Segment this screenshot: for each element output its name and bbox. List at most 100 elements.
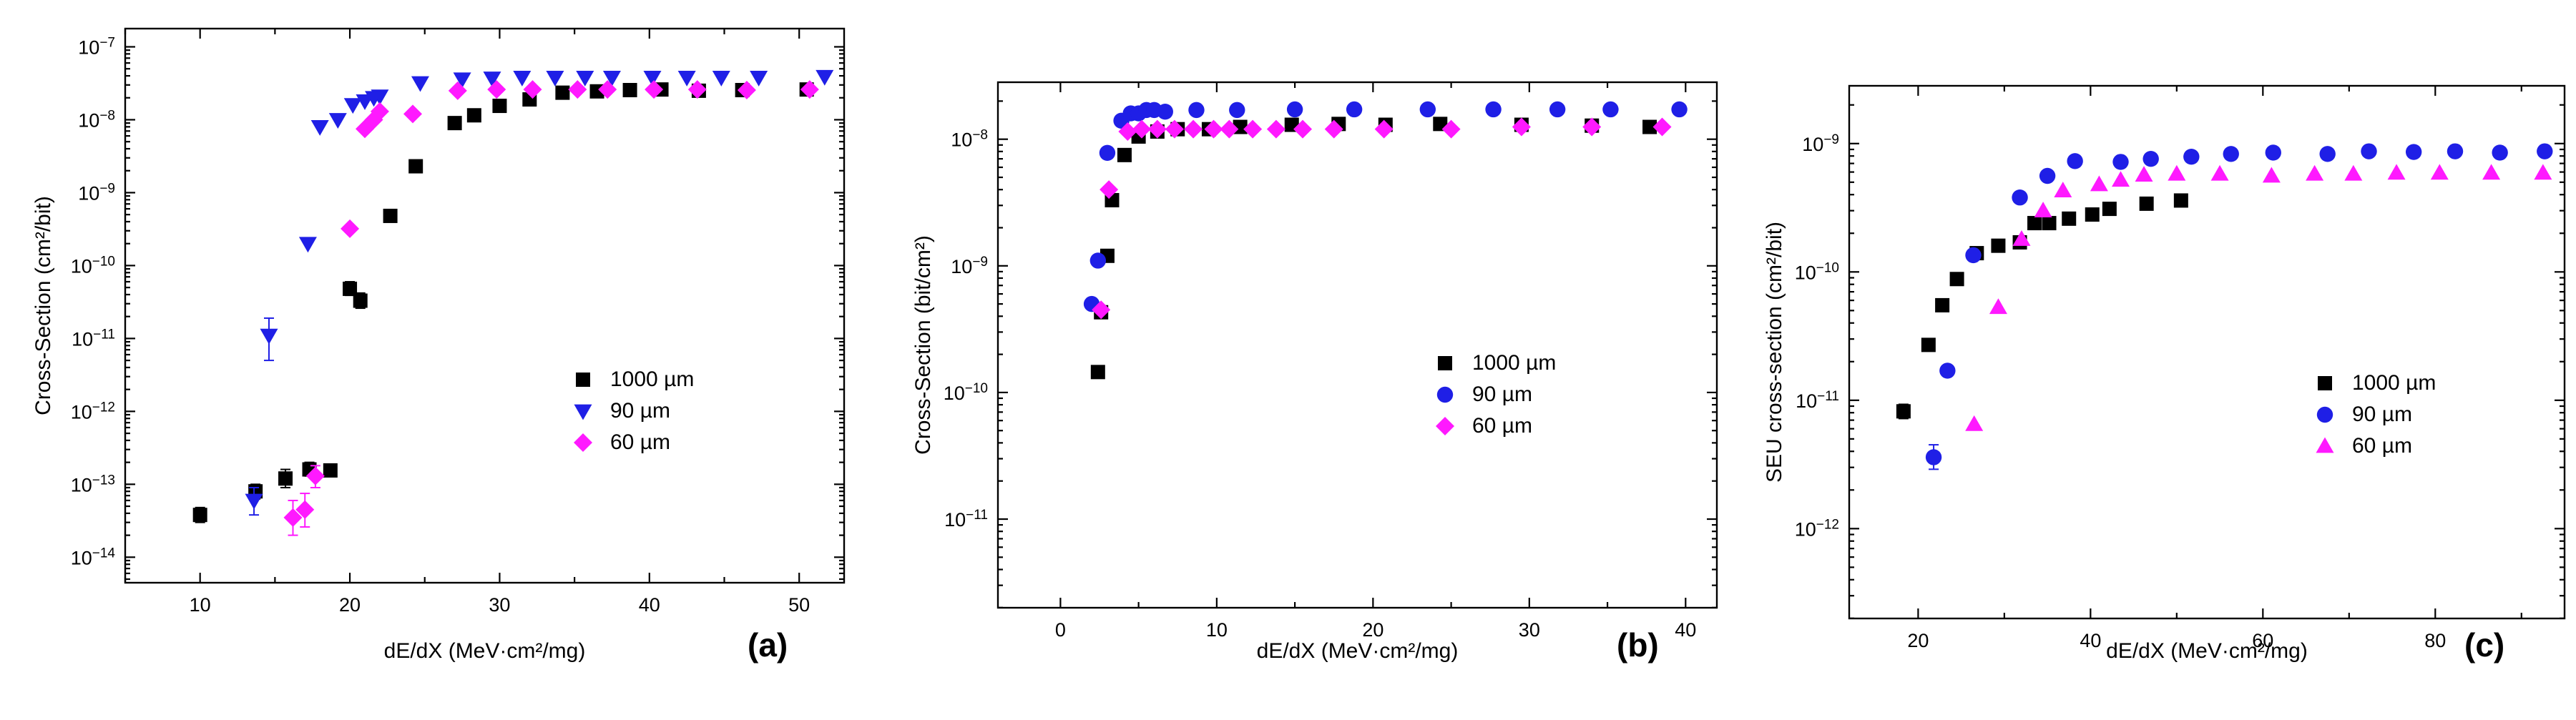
panel-c-y-tick-label: 10−11 [1796,388,1839,412]
panel-a-x-tick-label: 10 [190,594,211,616]
panel-a-series-90-point [750,70,768,87]
panel-c-series-60-point [2534,164,2552,180]
panel-a-series-90-point [483,71,501,88]
panel-c-legend-marker-90 [2316,406,2333,423]
panel-a-series-60-point [403,104,422,124]
panel-a-legend-marker-60 [574,433,592,452]
panel-a-x-axis-title: dE/dX (MeV·cm²/mg) [384,639,586,663]
panel-c-series-1000-point [2139,196,2154,211]
panel-c-series-60-point [2135,166,2153,182]
panel-b-series-1000-point [1117,147,1132,162]
panel-b-series-60-point [1132,119,1151,139]
panel-c-series-90-point [2319,146,2336,162]
panel-b-y-tick-label: 10−8 [951,127,988,151]
panel-c-series-60-point [2012,230,2031,246]
panel-a-series-60-point [283,508,303,527]
panel-c-series-90-point [1939,363,1956,379]
panel-b-series-90-point [1485,101,1502,118]
panel-c-legend-label-1000: 1000 µm [2352,371,2436,395]
panel-a-series-90-point [310,119,329,136]
panel-a-y-axis-title: Cross-Section (cm²/bit) [31,196,55,415]
panel-a-series-90-point [298,237,317,253]
panel-c-series-1000-point [2027,216,2042,231]
panel-b-y-tick-label: 10−9 [951,254,988,277]
panel-b-series-90-point [1099,144,1116,162]
panel-c-series-60-point [2112,171,2130,187]
panel-b-legend-marker-90 [1436,386,1454,403]
panel-c-series-60-point [2034,202,2052,218]
panel-a-legend-label-1000: 1000 µm [610,368,694,391]
panel-c-series-90-point [2223,146,2239,162]
panel-c-legend-marker-60 [2316,437,2334,453]
panel-c-y-tick-label: 10−10 [1795,260,1839,284]
panel-c-series-90-point [2265,144,2281,161]
panel-c-series-60-point [2306,164,2324,181]
panel-c-legend-marker-1000 [2318,376,2332,390]
panel-a-series-60-point [568,80,587,99]
panel-c-series-60-point [2168,164,2186,181]
panel-a-series-90-point [712,70,730,87]
panel-a-series-90-point [546,70,564,87]
panel-c-series-60-point [2210,164,2229,181]
panel-a-label: (a) [748,626,788,664]
panel-b-y-tick-label: 10−10 [944,380,988,404]
panel-b-legend-label-1000: 1000 µm [1472,351,1556,375]
panel-a-series-60-point [295,500,315,519]
panel-b-y-axis-title: Cross-Section (bit/cm²) [911,235,935,455]
panel-c-series-90-point [2447,143,2464,159]
panel-b-series-60-point [1266,119,1285,139]
panel-c-series-60-point [2344,164,2363,181]
panel-c-series-1000-point [1991,238,2006,253]
panel-c-x-tick-label: 80 [2424,630,2446,651]
panel-a-series-1000-point [447,116,462,131]
panel-a-series-60-point [370,102,389,121]
panel-a-series-1000-point [466,108,481,123]
panel-a-series-60-point [341,219,360,238]
panel-c-legend-label-90: 90 µm [2352,403,2412,426]
panel-c-series-60-point [1989,298,2007,315]
panel-c-series-90-point [2112,154,2129,170]
panel-a-series-90-point [576,70,594,87]
panel-b-x-tick-label: 20 [1362,619,1384,641]
panel-c-y-axis-title: SEU cross-section (cm²/bit) [1763,222,1786,483]
panel-c-series-90-point [2142,150,2159,167]
panel-c-series-60-point [2430,164,2449,180]
panel-c-axes-frame [1848,84,2566,620]
panel-c-series-1000-point [2062,211,2077,226]
panel-b-series-1000-point [1642,119,1657,134]
panel-c-x-axis-title: dE/dX (MeV·cm²/mg) [2106,639,2308,663]
panel-a-series-90-point [411,76,429,92]
panel-a-series-1000-point [353,293,368,308]
panel-b-series-60-point [1147,119,1167,139]
panel-b-series-90-point [1286,101,1303,118]
panel-b-series-60-point [1100,180,1119,199]
panel-c-series-60-point [2482,164,2501,180]
panel-a-x-tick-label: 40 [639,594,660,616]
panel-c-series-60-point [2054,182,2072,197]
panel-b-series-90-point [1602,101,1619,118]
panel-b-series-60-point [1293,119,1313,139]
panel-b-series-60-point [1582,117,1602,137]
panel-a-series-90-point [513,70,532,87]
panel-a-y-tick-label: 10−12 [71,400,115,423]
panel-a-x-tick-label: 50 [788,594,810,616]
panel-a-series-90-point [602,70,621,87]
panel-a-series-90-point [643,70,662,87]
panel-a-series-1000-point [492,99,507,114]
panel-c-x-tick-label: 20 [1907,630,1929,651]
panel-a-series-90-point [371,89,389,106]
panel-a-series-90-point [816,69,834,86]
panel-a-series-1000-point [408,159,423,174]
panel-a-series-60-point [737,81,756,100]
panel-b-series-90-point [1089,252,1107,269]
panel-a-series-60-point [523,80,542,99]
panel-a-y-tick-label: 10−11 [72,327,115,350]
panel-a-series-1000-point [278,471,293,486]
panel-b-series-90-point [1419,101,1436,118]
panel-a-x-tick-label: 30 [489,594,510,616]
panel-b-series-90-point [1346,101,1363,118]
panel-c-series-1000-point [1921,337,1936,352]
panel-b-series-90-point [1229,102,1245,119]
panel-c-series-90-point [1925,449,1942,465]
